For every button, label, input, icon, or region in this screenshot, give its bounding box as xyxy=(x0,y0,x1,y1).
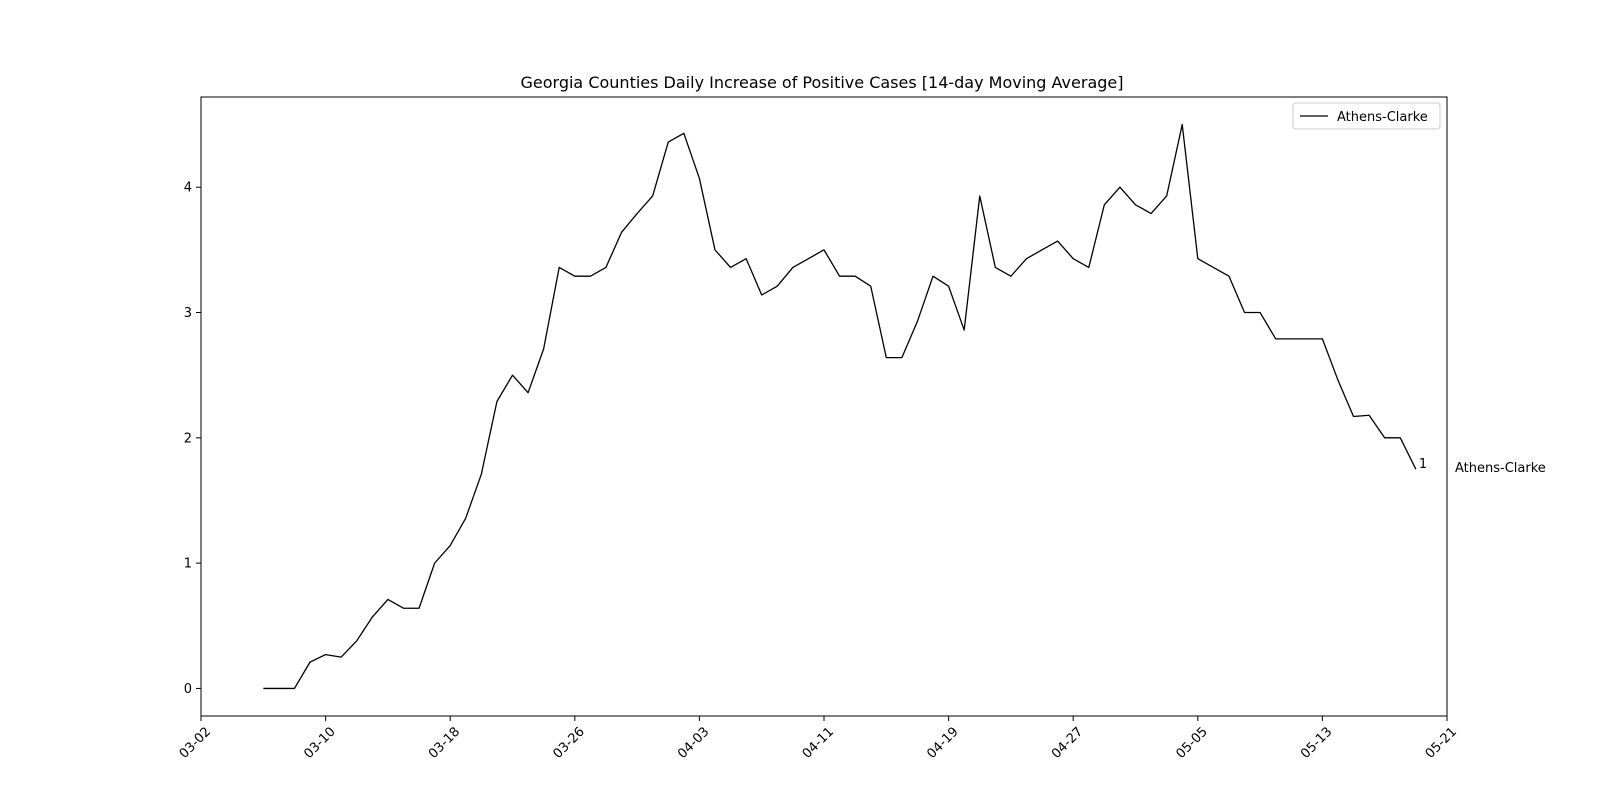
y-tick-label: 4 xyxy=(184,181,192,196)
series-line-athens-clarke xyxy=(263,123,1417,690)
y-tick-label: 2 xyxy=(184,431,192,446)
legend-box xyxy=(1292,102,1441,130)
legend: Athens-Clarke xyxy=(1292,102,1441,130)
chart-title: Georgia Counties Daily Increase of Posit… xyxy=(521,73,1124,92)
plot-frame xyxy=(200,96,1448,717)
y-tick-label: 0 xyxy=(184,682,192,697)
series-group xyxy=(263,123,1417,690)
line-end-annotation: 1 xyxy=(1419,457,1427,472)
y-tick-label: 3 xyxy=(184,306,192,321)
y-tick-label: 1 xyxy=(184,557,192,572)
series-name-annotation: Athens-Clarke xyxy=(1455,461,1546,476)
legend-label-athens-clarke: Athens-Clarke xyxy=(1337,110,1428,125)
